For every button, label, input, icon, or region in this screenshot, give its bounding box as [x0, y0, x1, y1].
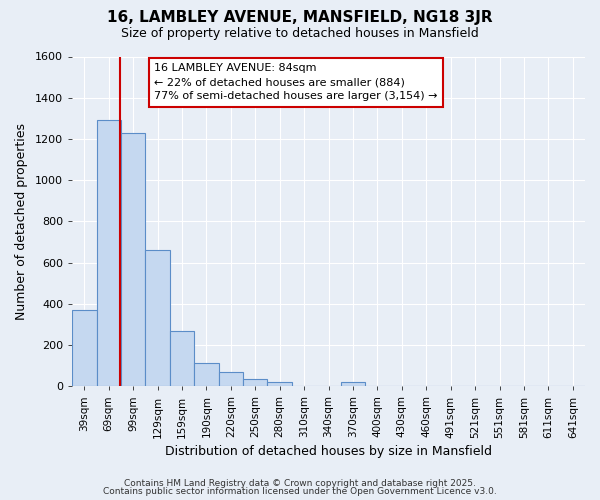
Bar	[194, 362, 218, 386]
Text: Size of property relative to detached houses in Mansfield: Size of property relative to detached ho…	[121, 28, 479, 40]
Bar	[170, 330, 194, 386]
Bar	[268, 382, 292, 386]
Bar	[72, 310, 97, 386]
Y-axis label: Number of detached properties: Number of detached properties	[15, 123, 28, 320]
Bar	[341, 382, 365, 386]
Bar	[121, 133, 145, 386]
Bar	[145, 250, 170, 386]
Text: Contains HM Land Registry data © Crown copyright and database right 2025.: Contains HM Land Registry data © Crown c…	[124, 478, 476, 488]
Bar	[243, 379, 268, 386]
Text: 16 LAMBLEY AVENUE: 84sqm
← 22% of detached houses are smaller (884)
77% of semi-: 16 LAMBLEY AVENUE: 84sqm ← 22% of detach…	[154, 63, 437, 101]
Bar	[218, 372, 243, 386]
Bar	[97, 120, 121, 386]
Text: 16, LAMBLEY AVENUE, MANSFIELD, NG18 3JR: 16, LAMBLEY AVENUE, MANSFIELD, NG18 3JR	[107, 10, 493, 25]
Text: Contains public sector information licensed under the Open Government Licence v3: Contains public sector information licen…	[103, 487, 497, 496]
X-axis label: Distribution of detached houses by size in Mansfield: Distribution of detached houses by size …	[165, 444, 492, 458]
